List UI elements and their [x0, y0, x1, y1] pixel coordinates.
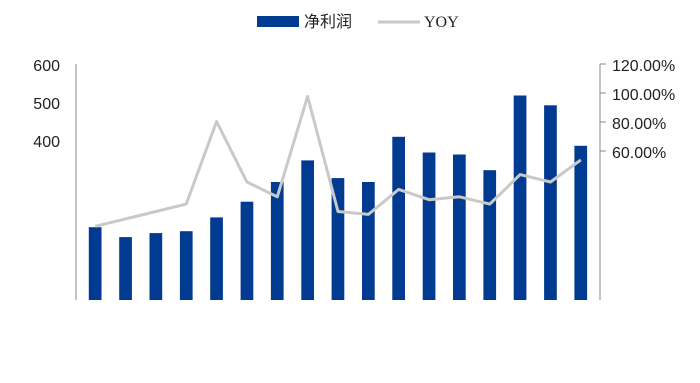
- left-tick-600: 600: [33, 58, 60, 75]
- left-tick-500: 500: [33, 96, 60, 113]
- right-axis: 120.00% 100.00% 80.00% 60.00%: [599, 58, 675, 300]
- bar-net-profit-8: [331, 178, 345, 300]
- left-axis: 600 500 400: [33, 58, 77, 300]
- bar-series-net-profit: [88, 95, 588, 300]
- bar-net-profit-16: [574, 145, 588, 300]
- bar-net-profit-10: [392, 136, 405, 300]
- bar-net-profit-7: [301, 160, 314, 300]
- legend-swatch-net-profit: [257, 16, 299, 27]
- right-tick-80: 80.00%: [612, 116, 666, 133]
- bar-net-profit-9: [362, 182, 375, 300]
- bar-net-profit-14: [513, 95, 527, 300]
- bar-net-profit-5: [240, 201, 254, 300]
- bar-net-profit-13: [483, 170, 497, 300]
- bar-net-profit-3: [179, 231, 193, 300]
- bar-net-profit-4: [210, 217, 223, 300]
- bar-net-profit-0: [88, 227, 102, 300]
- bar-net-profit-15: [544, 105, 557, 300]
- left-tick-400: 400: [33, 134, 60, 151]
- bar-net-profit-12: [453, 154, 466, 300]
- right-tick-100: 100.00%: [612, 87, 675, 104]
- bar-net-profit-11: [422, 152, 436, 300]
- line-series-yoy: [94, 94, 582, 228]
- line-yoy: [94, 94, 582, 228]
- bar-net-profit-2: [149, 233, 163, 300]
- legend: 净利润 YOY: [257, 13, 459, 31]
- bar-net-profit-6: [270, 182, 284, 300]
- bar-net-profit-1: [119, 237, 132, 300]
- legend-label-yoy: YOY: [424, 14, 459, 31]
- right-tick-120: 120.00%: [612, 58, 675, 75]
- legend-label-net-profit: 净利润: [304, 13, 352, 31]
- right-tick-60: 60.00%: [612, 145, 666, 162]
